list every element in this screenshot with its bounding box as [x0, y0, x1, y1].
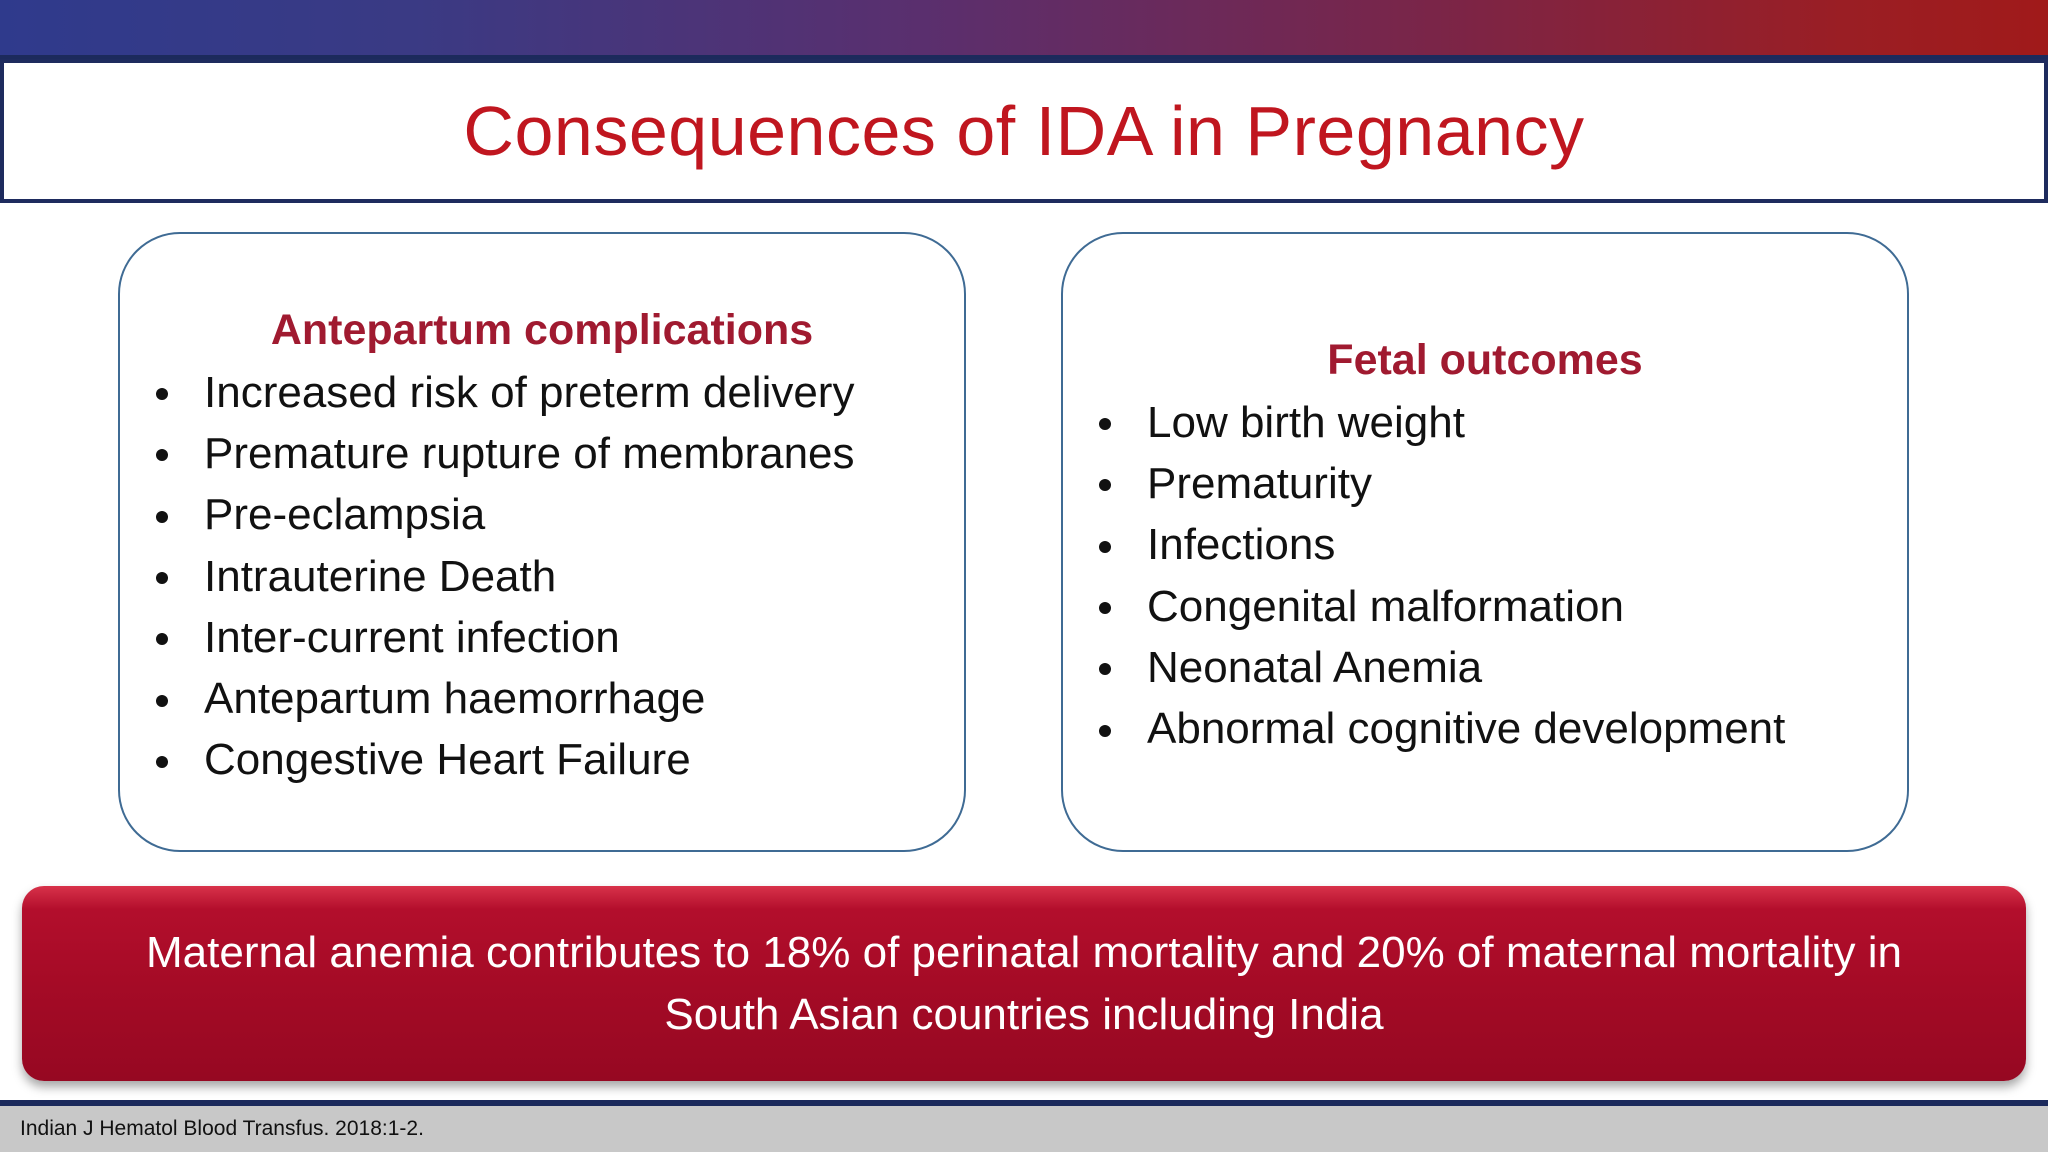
bullet-icon — [120, 557, 204, 596]
bullet-icon — [120, 434, 204, 473]
list-item: Inter-current infection — [120, 607, 855, 668]
title-box: Consequences of IDA in Pregnancy — [0, 59, 2048, 203]
list-item-text: Prematurity — [1147, 458, 1372, 508]
header-divider — [0, 55, 2048, 59]
list-item: Congenital malformation — [1063, 576, 1785, 637]
list-item: Neonatal Anemia — [1063, 637, 1785, 698]
footer-divider — [0, 1100, 2048, 1106]
list-item: Antepartum haemorrhage — [120, 668, 855, 729]
fetal-outcomes-list: Low birth weight Prematurity Infections … — [1063, 392, 1785, 760]
list-item-text: Low birth weight — [1147, 397, 1465, 447]
bullet-icon — [1063, 648, 1147, 687]
list-item-text: Abnormal cognitive development — [1147, 704, 1786, 754]
bullet-icon — [1063, 526, 1147, 565]
bullet-icon — [1063, 464, 1147, 503]
list-item-text: Increased risk of preterm delivery — [204, 367, 855, 417]
list-item-text: Congestive Heart Failure — [204, 735, 691, 785]
bullet-icon — [120, 680, 204, 719]
list-item: Abnormal cognitive development — [1063, 698, 1785, 759]
list-item-text: Infections — [1147, 520, 1336, 570]
fetal-outcomes-heading: Fetal outcomes — [1327, 336, 1643, 384]
list-item-text: Premature rupture of membranes — [204, 428, 855, 478]
antepartum-heading: Antepartum complications — [270, 306, 814, 354]
list-item: Premature rupture of membranes — [120, 423, 855, 484]
bullet-icon — [120, 373, 204, 412]
bullet-icon — [1063, 710, 1147, 749]
slide-title: Consequences of IDA in Pregnancy — [463, 92, 1585, 170]
list-item-text: Pre-eclampsia — [204, 490, 486, 540]
banner-text: Maternal anemia contributes to 18% of pe… — [146, 922, 1902, 1046]
list-item: Increased risk of preterm delivery — [120, 362, 855, 423]
footer-bar: Indian J Hematol Blood Transfus. 2018:1-… — [0, 1106, 2048, 1152]
list-item: Low birth weight — [1063, 392, 1785, 453]
banner-line-2: South Asian countries including India — [664, 989, 1384, 1039]
antepartum-list: Increased risk of preterm delivery Prema… — [120, 362, 855, 791]
header-gradient-bar — [0, 0, 2048, 55]
bullet-icon — [1063, 587, 1147, 626]
bullet-icon — [120, 741, 204, 780]
list-item-text: Congenital malformation — [1147, 581, 1624, 631]
citation-text: Indian J Hematol Blood Transfus. 2018:1-… — [20, 1117, 424, 1140]
list-item-text: Intrauterine Death — [204, 551, 557, 601]
list-item: Congestive Heart Failure — [120, 730, 855, 791]
list-item: Intrauterine Death — [120, 546, 855, 607]
list-item: Prematurity — [1063, 453, 1785, 514]
bullet-icon — [120, 496, 204, 535]
list-item: Infections — [1063, 515, 1785, 576]
list-item-text: Antepartum haemorrhage — [204, 674, 706, 724]
bullet-icon — [120, 618, 204, 657]
banner-line-1: Maternal anemia contributes to 18% of pe… — [146, 927, 1902, 977]
list-item-text: Inter-current infection — [204, 612, 620, 662]
bullet-icon — [1063, 403, 1147, 442]
antepartum-panel: Antepartum complications Increased risk … — [118, 232, 966, 852]
list-item-text: Neonatal Anemia — [1147, 642, 1483, 692]
list-item: Pre-eclampsia — [120, 485, 855, 546]
mortality-banner: Maternal anemia contributes to 18% of pe… — [22, 886, 2026, 1081]
fetal-outcomes-panel: Fetal outcomes Low birth weight Prematur… — [1061, 232, 1909, 852]
